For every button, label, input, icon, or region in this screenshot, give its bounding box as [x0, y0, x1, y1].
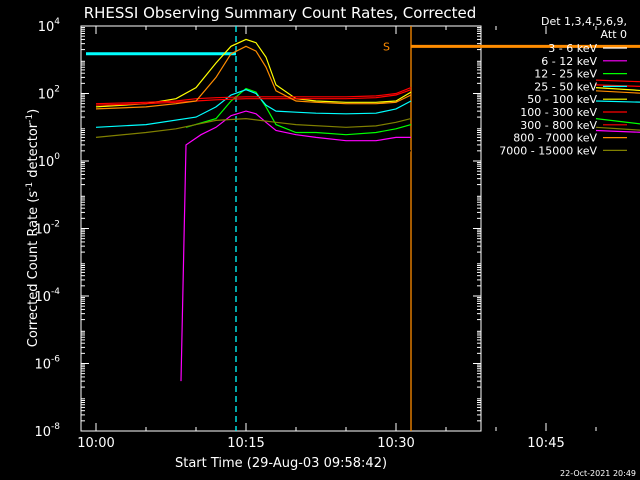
- legend-label: 6 - 12 keV: [541, 55, 597, 68]
- series-line: [595, 140, 640, 143]
- y-tick-base: 10: [34, 358, 51, 373]
- x-tick-label: 10:15: [227, 436, 264, 451]
- x-axis-label: Start Time (29-Aug-03 09:58:42): [175, 456, 387, 471]
- series-line: [95, 87, 412, 105]
- series-lines: [95, 38, 640, 382]
- y-tick-base: 10: [34, 290, 51, 305]
- series-line: [185, 111, 411, 152]
- y-tick-exponent: -8: [51, 422, 60, 432]
- y-tick-exponent: 2: [54, 85, 60, 95]
- series-line: [95, 89, 412, 128]
- status-bars: [86, 44, 640, 56]
- series-line: [95, 45, 412, 110]
- x-tick-label: 10:30: [377, 436, 414, 451]
- legend-label: 50 - 100 keV: [527, 93, 597, 106]
- plot-area: [80, 25, 482, 432]
- legend-label: 7000 - 15000 keV: [499, 144, 597, 157]
- y-axis-label: Corrected Count Rate (s-1 detector-1): [25, 109, 41, 347]
- y-tick-label: 10-8: [34, 422, 60, 440]
- y-tick-label: 10-6: [34, 355, 60, 373]
- series-line: [595, 90, 640, 94]
- y-tick-label: 10-2: [34, 220, 60, 238]
- series-line: [95, 89, 412, 106]
- y-tick-label: 100: [38, 152, 61, 170]
- y-axis-label-mid: detector: [26, 122, 41, 182]
- legend-label: 25 - 50 keV: [534, 80, 597, 93]
- annotation-label: S: [383, 40, 390, 53]
- series-line: [595, 129, 640, 133]
- legend-label: 3 - 6 keV: [548, 42, 597, 55]
- y-tick-base: 10: [34, 425, 51, 440]
- annotations: S: [383, 40, 390, 53]
- legend-label: 800 - 7000 keV: [513, 132, 597, 145]
- y-tick-label: 10-4: [34, 287, 60, 305]
- y-axis-label-sup2: -1: [25, 114, 35, 123]
- legend-label: 12 - 25 keV: [534, 68, 597, 81]
- y-axis-label-main: Corrected Count Rate (s: [26, 191, 41, 348]
- series-line: [185, 87, 412, 136]
- y-tick-base: 10: [38, 88, 55, 103]
- series-line: [95, 117, 412, 138]
- x-tick-label: 10:00: [77, 436, 114, 451]
- legend-label: 300 - 800 keV: [520, 119, 597, 132]
- y-tick-base: 10: [38, 155, 55, 170]
- marker-lines: [235, 26, 412, 431]
- y-axis-label-end: ): [26, 109, 41, 114]
- axes-frame: [80, 25, 482, 432]
- legend-header-line1: Det 1,3,4,5,6,9,: [541, 15, 627, 28]
- y-tick-exponent: -2: [51, 220, 60, 230]
- legend-header-line2: Att 0: [601, 28, 627, 41]
- y-tick-base: 10: [34, 223, 51, 238]
- chart-title: RHESSI Observing Summary Count Rates, Co…: [84, 4, 477, 22]
- y-tick-label: 102: [38, 85, 60, 103]
- timestamp: 22-Oct-2021 20:49: [560, 469, 636, 478]
- series-line: [180, 110, 411, 382]
- y-tick-exponent: -4: [51, 287, 60, 297]
- y-tick-exponent: 4: [54, 17, 60, 27]
- legend-label: 100 - 300 keV: [520, 106, 597, 119]
- series-line: [95, 38, 412, 108]
- y-tick-exponent: 0: [54, 152, 60, 162]
- y-axis-label-sup1: -1: [25, 182, 35, 191]
- y-tick-exponent: -6: [51, 355, 60, 365]
- x-tick-label: 10:45: [527, 436, 564, 451]
- y-tick-label: 104: [38, 17, 61, 35]
- y-tick-base: 10: [38, 20, 55, 35]
